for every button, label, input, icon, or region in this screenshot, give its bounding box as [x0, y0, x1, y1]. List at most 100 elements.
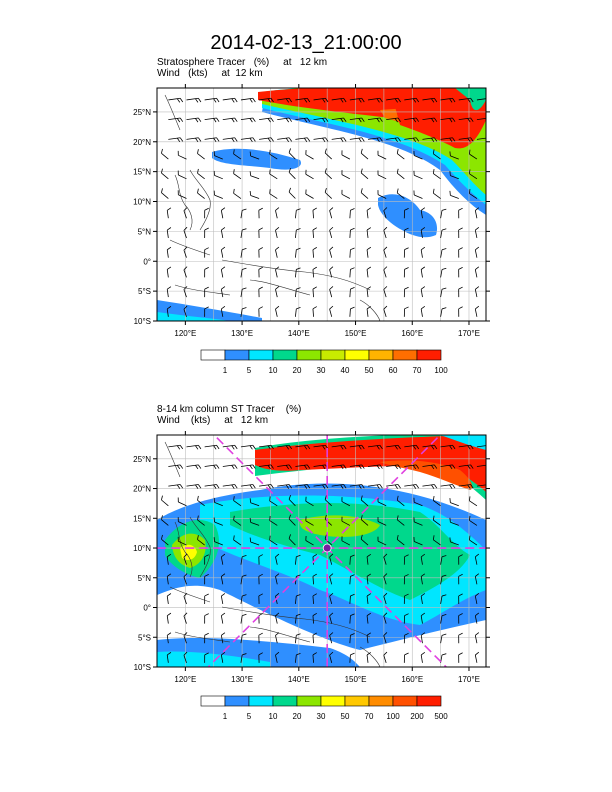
wind-barb-flag: [204, 267, 209, 270]
wind-barb-flag: [322, 118, 326, 123]
wind-barb-staff: [440, 484, 453, 487]
wind-barb-staff: [220, 308, 224, 317]
wind-barb-flag: [204, 554, 209, 558]
wind-barb-flag: [470, 98, 474, 103]
wind-barb-flag: [458, 554, 463, 558]
wind-barb-flag: [267, 484, 271, 489]
wind-barb-flag: [197, 149, 199, 154]
wind-barb-flag: [197, 515, 199, 521]
wind-barb-flag: [197, 495, 199, 501]
wind-barb-flag: [376, 137, 380, 143]
wind-barb-staff: [474, 635, 478, 644]
wind-barb-flag: [431, 445, 435, 450]
wind-barb-flag: [161, 515, 163, 520]
x-tick-label: 130°E: [231, 329, 253, 338]
wind-barb-flag: [312, 554, 317, 558]
wind-barb-staff: [366, 635, 369, 644]
wind-barb-staff: [383, 230, 387, 239]
wind-barb-staff: [360, 192, 369, 199]
wind-barb-flag: [420, 266, 426, 270]
wind-barb-flag: [275, 573, 280, 577]
wind-barb-flag: [306, 464, 311, 469]
colorbar-swatch: [272, 349, 298, 361]
wind-barb-flag: [420, 246, 426, 251]
wind-barb-staff: [183, 556, 187, 565]
wind-barb-staff: [220, 596, 224, 605]
wind-barb-flag: [285, 445, 290, 450]
wind-barb-flag: [242, 653, 247, 656]
wind-barb-flag: [267, 465, 271, 470]
wind-barb-flag: [176, 445, 181, 450]
wind-barb-staff: [269, 500, 278, 507]
wind-barb-staff: [214, 155, 223, 160]
wind-barb-staff: [277, 117, 290, 121]
column-field-jet-200: [380, 460, 473, 490]
wind-barb-flag: [361, 98, 365, 103]
wind-barb-flag: [376, 484, 380, 489]
y-tick-label: 5°N: [138, 227, 152, 236]
wind-barb-staff: [240, 595, 243, 605]
wind-barb-flag: [204, 632, 209, 636]
x-tick-label: 170°E: [458, 329, 480, 338]
wind-barb-staff: [183, 596, 187, 605]
wind-barb-staff: [420, 556, 423, 565]
wind-barb-staff: [259, 137, 272, 140]
wind-barb-flag: [161, 148, 163, 154]
wind-barb-flag: [475, 227, 480, 231]
wind-barb-flag: [306, 445, 311, 450]
colorbar-swatch: [200, 349, 226, 361]
wind-barb-flag: [404, 247, 409, 251]
wind-barb-flag: [469, 169, 471, 174]
wind-barb-staff: [420, 269, 423, 278]
wind-barb-flag: [288, 137, 293, 142]
wind-barb-flag: [258, 247, 263, 251]
wind-barb-flag: [325, 117, 329, 122]
wind-barb-flag: [396, 149, 399, 154]
wind-barb-flag: [204, 306, 209, 310]
wind-barb-flag: [329, 573, 334, 577]
wind-barb-flag: [167, 612, 172, 616]
wind-barb-flag: [231, 137, 235, 143]
wind-barb-flag: [234, 484, 238, 489]
wind-barb-staff: [250, 502, 260, 507]
chart2-subtitle-line1: 8-14 km column ST Tracer (%): [157, 404, 302, 415]
wind-barb-staff: [433, 153, 441, 160]
wind-barb-flag: [379, 484, 383, 489]
wind-barb-flag: [458, 306, 463, 310]
wind-barb-staff: [250, 175, 260, 180]
wind-barb-flag: [343, 117, 347, 122]
wind-barb-staff: [324, 192, 332, 199]
wind-barb-staff: [183, 576, 187, 585]
wind-barb-staff: [474, 210, 478, 219]
wind-barb-flag: [176, 118, 181, 123]
wind-barb-flag: [397, 137, 401, 142]
wind-barb-flag: [231, 98, 235, 103]
colorbar-swatch: [296, 349, 322, 361]
colorbar-swatch: [344, 695, 370, 707]
wind-barb-flag: [394, 465, 398, 470]
wind-barb-staff: [386, 137, 399, 140]
wind-barb-flag: [420, 573, 426, 577]
wind-barb-staff: [204, 117, 217, 121]
wind-barb-flag: [183, 592, 188, 597]
wind-barb-flag: [449, 484, 453, 489]
wind-barb-flag: [383, 651, 388, 656]
wind-barb-flag: [361, 445, 365, 450]
wind-barb-flag: [366, 573, 372, 577]
wind-barb-flag: [361, 464, 365, 469]
wind-barb-staff: [440, 576, 443, 585]
wind-barb-staff: [183, 249, 187, 258]
wind-barb-staff: [233, 500, 242, 507]
tracer-field-100pct-core: [390, 88, 486, 149]
wind-barb-staff: [476, 484, 486, 487]
wind-barb-flag: [458, 632, 463, 636]
wind-barb-flag: [420, 612, 426, 617]
wind-barb-flag: [231, 445, 235, 450]
tracer-patch-south-cyan: [157, 312, 230, 321]
wind-barb-flag: [161, 168, 163, 174]
wind-barb-staff: [420, 289, 423, 298]
wind-barb-flag: [183, 305, 188, 310]
wind-barb-flag: [441, 633, 447, 636]
wind-barb-staff: [275, 269, 278, 278]
